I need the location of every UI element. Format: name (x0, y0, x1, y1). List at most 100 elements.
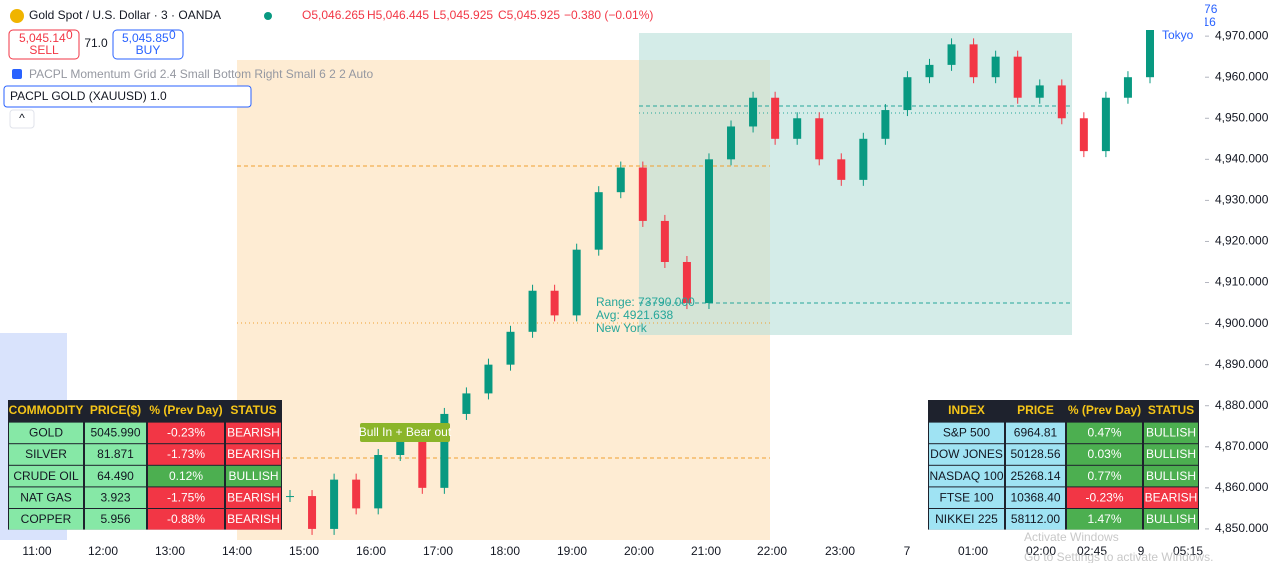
table-cell-text: BULLISH (1146, 426, 1196, 440)
candle (837, 159, 846, 180)
table-cell (929, 487, 1004, 508)
table-cell (1144, 444, 1198, 465)
y-tick-label: 4,940.000 (1215, 152, 1269, 166)
table-cell (1067, 487, 1142, 508)
table-cell-text: NAT GAS (20, 490, 72, 504)
candle (396, 438, 405, 455)
candle (947, 44, 956, 65)
table-cell (1006, 422, 1065, 444)
table-header: % (Prev Day) (149, 403, 222, 417)
x-tick-label: 9 (1138, 544, 1145, 558)
candle (572, 249, 581, 316)
table-cell-text: BULLISH (1146, 512, 1196, 526)
table-cell-text: SILVER (25, 447, 67, 461)
x-tick-label: 22:00 (757, 544, 787, 558)
ohlc-open: O5,046.265 (302, 8, 365, 22)
y-tick-label: 4,910.000 (1215, 275, 1269, 289)
table-cell (226, 465, 281, 487)
candle (1123, 77, 1132, 98)
candle (506, 331, 515, 365)
sell-button[interactable] (8, 29, 80, 60)
buy-price-sup: 0 (169, 28, 176, 42)
table-cell (148, 487, 224, 508)
ohlc-change: −0.380 (−0.01%) (564, 8, 653, 22)
x-tick-label: 01:00 (958, 544, 988, 558)
table-cell (1144, 422, 1198, 444)
ohlc-close: C5,045.925 (498, 8, 560, 22)
table-cell (1067, 509, 1142, 530)
table-cell (148, 422, 224, 444)
buy-button[interactable] (112, 29, 184, 60)
table-cell (85, 487, 146, 508)
candle (682, 261, 691, 304)
candle (903, 77, 912, 111)
y-tick-label: 4,900.000 (1215, 316, 1269, 330)
session-box (639, 33, 1072, 335)
table-cell (148, 444, 224, 465)
table-cell (929, 465, 1004, 487)
candle (881, 110, 890, 139)
candle (374, 454, 383, 509)
candle (308, 496, 317, 529)
x-tick-label: 17:00 (423, 544, 453, 558)
candle (925, 64, 934, 78)
candle (594, 192, 603, 250)
table-cell (1006, 465, 1065, 487)
collapse-button[interactable] (9, 109, 35, 129)
candle (462, 393, 471, 414)
x-tick-label: 19:00 (557, 544, 587, 558)
x-tick-label: 7 (904, 544, 911, 558)
signal-label-bg (360, 423, 450, 442)
table-cell (1006, 487, 1065, 508)
symbol-title: Gold Spot / U.S. Dollar · 3 · OANDA (29, 8, 221, 22)
candle (771, 97, 780, 139)
x-tick-label: 13:00 (155, 544, 185, 558)
table-cell-text: BEARISH (1145, 490, 1198, 504)
table-cell-text: 0.03% (1087, 447, 1121, 461)
table-cell-text: NIKKEI 225 (935, 512, 998, 526)
candle (286, 496, 294, 498)
y-tick-label: 4,850.000 (1215, 521, 1269, 535)
candle (991, 56, 1000, 78)
symbol-icon (10, 9, 24, 23)
candle (440, 413, 449, 488)
candle (1013, 56, 1022, 98)
watermark: Activate Windows (1024, 530, 1119, 544)
table-cell-text: 6964.81 (1014, 426, 1058, 440)
table-cell-text: NASDAQ 100 (929, 469, 1003, 483)
market-status (264, 12, 272, 20)
x-tick-label: 18:00 (490, 544, 520, 558)
session-info: Range: 73790.000 (596, 295, 695, 309)
ohlc-high: H5,046.445 (367, 8, 429, 22)
candle (550, 290, 559, 316)
candle (1101, 97, 1110, 152)
collapse-arrow[interactable]: ^ (19, 111, 25, 125)
x-tick-label: 12:00 (88, 544, 118, 558)
indicator-box[interactable] (3, 85, 252, 108)
candle (1079, 118, 1088, 152)
table-cell (226, 444, 281, 465)
spread: 71.0 (84, 36, 108, 50)
y-tick-label: 4,860.000 (1215, 480, 1269, 494)
table-cell (148, 509, 224, 530)
y-tick-label: 4,880.000 (1215, 398, 1269, 412)
candle (528, 290, 537, 332)
table-header: PRICE (1017, 403, 1054, 417)
table-cell-text: GOLD (29, 426, 63, 440)
table-cell-text: 10368.40 (1010, 490, 1060, 504)
candle (1146, 27, 1154, 78)
candle (638, 167, 647, 221)
table-cell (1067, 422, 1142, 444)
y-tick-label: 4,970.000 (1215, 28, 1269, 42)
table-cell-text: BULLISH (228, 469, 278, 483)
table-cell-text: BULLISH (1146, 469, 1196, 483)
table-cell-text: BEARISH (227, 447, 280, 461)
table-cell-text: DOW JONES (930, 447, 1003, 461)
table-cell (9, 465, 83, 487)
watermark: Go to Settings to activate Windows. (1024, 550, 1213, 563)
candle (749, 97, 758, 127)
table-cell (1006, 509, 1065, 530)
table-cell (226, 487, 281, 508)
